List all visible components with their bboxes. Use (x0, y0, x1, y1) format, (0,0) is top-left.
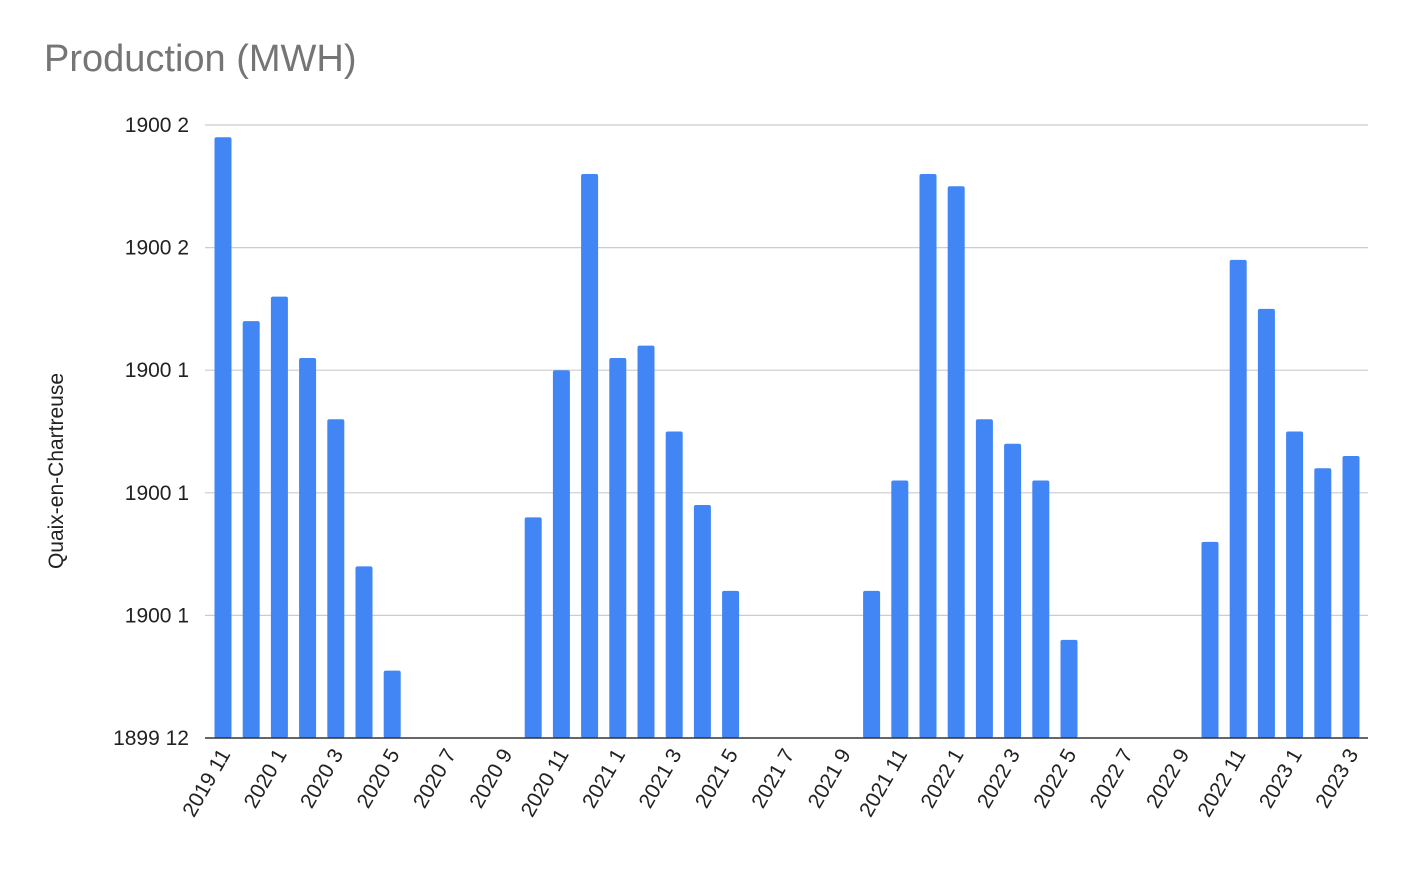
gridlines (205, 124, 1368, 617)
bar-2021-3[interactable] (665, 431, 683, 739)
bar-2021-4[interactable] (693, 505, 711, 738)
bar-2023-3[interactable] (1342, 456, 1360, 738)
x-tick-label: 2022 9 (1142, 745, 1194, 812)
x-tick-label: 2021 9 (804, 745, 856, 812)
y-tick-label: 1900 2 (125, 114, 189, 137)
y-tick-label: 1900 1 (125, 604, 189, 627)
bars (214, 137, 1360, 739)
y-tick-label: 1899 12 (113, 727, 189, 750)
bar-2023-1[interactable] (1286, 431, 1304, 739)
y-tick-label: 1900 1 (125, 482, 189, 505)
x-tick-label: 2021 11 (855, 745, 912, 821)
bar-2019-11[interactable] (214, 137, 232, 738)
x-tick-label: 2021 5 (691, 745, 743, 812)
bar-2020-11[interactable] (552, 370, 570, 738)
bar-2020-3[interactable] (327, 419, 345, 738)
bar-2019-12[interactable] (242, 321, 260, 738)
y-tick-label: 1900 2 (125, 237, 189, 260)
bar-2022-12[interactable] (1257, 308, 1275, 738)
bar-2021-10[interactable] (863, 590, 881, 738)
bar-2022-11[interactable] (1229, 259, 1247, 738)
bar-2021-12[interactable] (919, 174, 937, 739)
bar-2020-5[interactable] (383, 670, 401, 738)
bar-2021-2[interactable] (637, 345, 655, 738)
x-tick-label: 2019 11 (178, 745, 235, 821)
bar-2020-12[interactable] (581, 174, 599, 739)
bar-2020-10[interactable] (524, 517, 542, 738)
bar-2022-1[interactable] (947, 186, 965, 739)
x-tick-label: 2021 3 (634, 745, 686, 812)
bar-2022-5[interactable] (1060, 639, 1078, 738)
x-tick-label: 2020 3 (296, 745, 348, 812)
x-tick-label: 2022 3 (973, 745, 1025, 812)
x-tick-label: 2020 5 (352, 745, 404, 812)
x-tick-label: 2020 1 (240, 745, 292, 812)
x-tick-label: 2020 9 (465, 745, 517, 812)
bar-2020-4[interactable] (355, 566, 373, 738)
x-tick-label: 2022 5 (1029, 745, 1081, 812)
bar-2022-10[interactable] (1201, 541, 1219, 738)
x-tick-label: 2023 3 (1311, 745, 1363, 812)
x-tick-label: 2020 11 (517, 745, 574, 821)
bar-2022-3[interactable] (1004, 443, 1022, 738)
x-tick-label: 2022 7 (1086, 745, 1138, 812)
bar-2020-1[interactable] (270, 296, 288, 738)
bar-2022-2[interactable] (975, 419, 993, 738)
bar-2021-1[interactable] (609, 357, 627, 738)
y-tick-label: 1900 1 (125, 359, 189, 382)
x-tick-label: 2020 7 (409, 745, 461, 812)
x-tick-label: 2022 1 (916, 745, 968, 812)
bar-2020-2[interactable] (299, 357, 317, 738)
x-tick-label: 2022 11 (1193, 745, 1250, 821)
y-axis-ticks: 1899 12 1900 1 1900 1 1900 1 1900 2 1900 2 (113, 114, 189, 750)
y-axis-title: Quaix-en-Chartreuse (45, 373, 68, 569)
bar-2023-2[interactable] (1314, 468, 1332, 738)
bar-2022-4[interactable] (1032, 480, 1050, 738)
chart-title: Production (MWH) (44, 38, 357, 80)
bar-2021-5[interactable] (722, 590, 740, 738)
x-axis-ticks: 2019 11 2020 1 2020 3 2020 5 2020 7 2020 9 202… (178, 745, 1363, 821)
bar-2021-11[interactable] (891, 480, 909, 738)
x-tick-label: 2023 1 (1255, 745, 1307, 812)
x-tick-label: 2021 7 (747, 745, 799, 812)
x-tick-label: 2021 1 (578, 745, 630, 812)
